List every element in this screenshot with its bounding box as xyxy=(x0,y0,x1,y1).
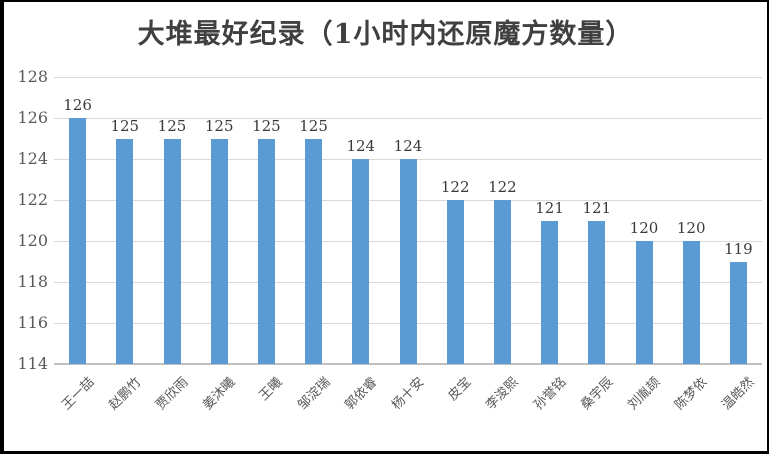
gridline xyxy=(54,77,762,78)
bar-value-label: 126 xyxy=(63,96,92,114)
y-axis-tick-label: 122 xyxy=(17,190,48,209)
x-axis-category-label: 李浚熙 xyxy=(483,374,522,414)
x-axis-category-label: 杨十安 xyxy=(389,374,428,414)
x-axis-category-label: 郭依睿 xyxy=(342,374,381,414)
x-axis-category-label: 王曦 xyxy=(256,374,286,404)
bar-value-label: 120 xyxy=(676,219,706,237)
x-axis-category-label: 邹淀瑞 xyxy=(294,374,334,414)
chart-canvas: 大堆最好纪录（1小时内还原魔方数量） 114 116 118 120 122 124 126… xyxy=(4,2,767,451)
gridline xyxy=(54,118,762,119)
bar xyxy=(729,261,747,364)
bar-value-label: 125 xyxy=(110,116,140,135)
bar-value-label: 125 xyxy=(157,116,187,135)
x-axis-category-label: 王一喆 xyxy=(58,374,98,414)
bar xyxy=(493,200,511,364)
y-axis-tick-label: 114 xyxy=(17,354,48,373)
chart-title: 大堆最好纪录（1小时内还原魔方数量） xyxy=(137,19,634,50)
bar-value-label: 124 xyxy=(393,137,423,155)
bar xyxy=(682,241,700,364)
bar xyxy=(116,138,134,364)
bar-value-label: 121 xyxy=(582,198,612,217)
x-axis-category-label: 孙誉铭 xyxy=(530,374,570,414)
bar xyxy=(257,138,275,364)
y-axis-tick-label: 128 xyxy=(17,67,48,86)
bar xyxy=(352,159,370,364)
bar-value-label: 120 xyxy=(629,219,659,237)
bar xyxy=(635,241,653,364)
x-axis-line xyxy=(54,363,762,365)
bar-value-label: 121 xyxy=(535,198,564,217)
bar xyxy=(69,118,87,364)
x-axis-category-label: 姜沐曦 xyxy=(200,374,239,414)
y-axis-tick-label: 124 xyxy=(17,149,48,168)
x-axis-category-label: 桑宇辰 xyxy=(578,374,617,414)
y-axis-tick-label: 120 xyxy=(17,231,48,250)
bar xyxy=(210,138,228,364)
bar-value-label: 122 xyxy=(488,178,517,196)
y-axis-tick-label: 116 xyxy=(17,313,48,332)
bar-value-label: 119 xyxy=(724,239,753,258)
x-axis-category-label: 贾欣雨 xyxy=(153,374,192,414)
bar-value-label: 125 xyxy=(299,116,328,135)
bar-value-label: 122 xyxy=(440,178,470,196)
x-axis-category-label: 陈梦依 xyxy=(672,374,711,414)
bar xyxy=(163,138,181,364)
bar xyxy=(541,220,559,364)
x-axis-category-label: 温皓然 xyxy=(719,374,758,414)
bar xyxy=(305,138,323,364)
x-axis-category-label: 赵鹏竹 xyxy=(106,374,145,414)
bar-value-label: 124 xyxy=(346,137,376,155)
bar-value-label: 125 xyxy=(252,116,281,135)
bar xyxy=(399,159,417,364)
bar-value-label: 125 xyxy=(204,116,234,135)
x-axis-category-label: 刘胤颉 xyxy=(625,374,664,414)
y-axis-tick-label: 118 xyxy=(17,272,48,291)
y-axis-tick-label: 126 xyxy=(17,108,48,127)
bar xyxy=(446,200,464,364)
x-axis-category-label: 皮宝 xyxy=(445,374,475,404)
bar xyxy=(588,220,606,364)
